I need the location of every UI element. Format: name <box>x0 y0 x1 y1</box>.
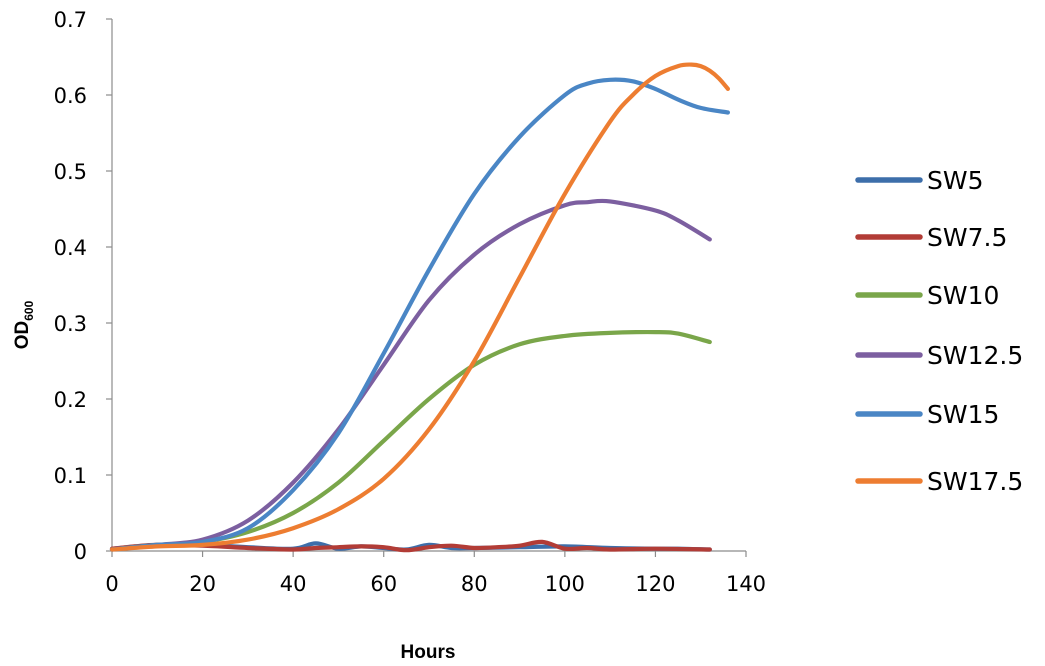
y-tick-label: 0.5 <box>54 160 87 184</box>
series-line-sw10 <box>109 329 712 552</box>
legend: SW5 SW7.5 SW10 SW12.5 SW15 SW17.5 <box>855 166 1023 496</box>
legend-label-sw5: SW5 <box>927 166 984 195</box>
series-line-sw15 <box>109 77 730 552</box>
y-tick-label: 0.3 <box>54 312 87 336</box>
series-line-sw7-5 <box>109 539 712 553</box>
x-tick-label: 20 <box>189 572 216 596</box>
y-axis-title-main: OD <box>12 321 33 350</box>
y-tick-label: 0.4 <box>54 236 87 260</box>
x-tick-label: 0 <box>105 572 118 596</box>
axes: 0 0.1 0.2 0.3 0.4 0.5 0.6 0.7 0 20 40 60 80 100 120 140 <box>54 8 766 596</box>
x-tick-label: 120 <box>635 572 675 596</box>
y-axis-title: OD600 <box>12 300 36 349</box>
y-axis-title-sub: 600 <box>22 300 36 320</box>
legend-label-sw17-5: SW17.5 <box>927 467 1023 496</box>
series-line-sw12-5 <box>109 198 712 552</box>
y-tick-label: 0 <box>74 540 87 564</box>
x-tick-label: 100 <box>545 572 585 596</box>
x-tick-label: 140 <box>726 572 766 596</box>
x-axis-title: Hours <box>401 642 456 663</box>
y-tick-label: 0.1 <box>54 464 87 488</box>
x-tick-label: 80 <box>461 572 488 596</box>
y-tick-label: 0.7 <box>54 8 87 32</box>
x-tick-label: 40 <box>280 572 307 596</box>
y-tick-label: 0.6 <box>54 84 87 108</box>
legend-label-sw10: SW10 <box>927 281 999 310</box>
y-tick-label: 0.2 <box>54 388 87 412</box>
legend-label-sw15: SW15 <box>927 400 999 429</box>
legend-label-sw7-5: SW7.5 <box>927 223 1007 252</box>
series-layer <box>109 62 730 553</box>
legend-label-sw12-5: SW12.5 <box>927 341 1023 370</box>
series-line-sw17-5 <box>109 62 730 552</box>
x-tick-label: 60 <box>370 572 397 596</box>
